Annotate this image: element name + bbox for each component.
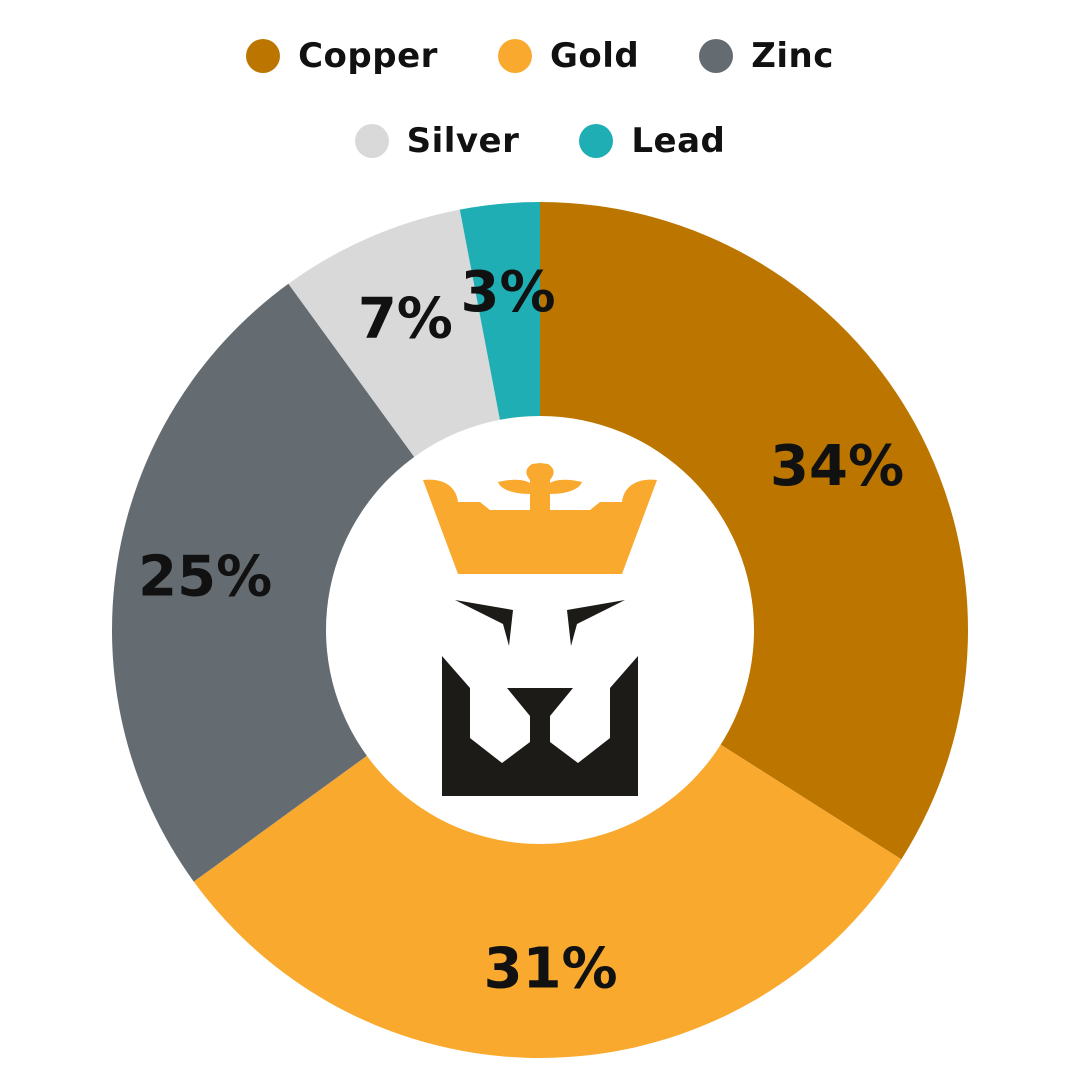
- legend-swatch-lead: [579, 124, 614, 158]
- data-label-gold: 31%: [484, 936, 618, 1001]
- legend-row-2: Silver Lead: [0, 121, 1080, 161]
- data-label-group: 34% 31% 25% 7% 3%: [138, 260, 904, 1001]
- data-label-silver: 7%: [358, 286, 453, 351]
- data-label-lead: 3%: [461, 260, 556, 325]
- legend-item-copper: Copper: [246, 36, 438, 76]
- left-eye-icon: [455, 600, 513, 646]
- legend-swatch-copper: [246, 39, 281, 73]
- right-eye-icon: [567, 600, 625, 646]
- crowned-lion-logo-icon: [423, 463, 657, 796]
- data-label-zinc: 25%: [138, 544, 272, 609]
- slice-zinc: [112, 283, 541, 882]
- legend-item-silver: Silver: [354, 121, 520, 161]
- lion-face-icon: [442, 656, 638, 796]
- legend-label-copper: Copper: [298, 36, 438, 76]
- legend-label-silver: Silver: [406, 121, 520, 161]
- legend-row-1: Copper Gold Zinc: [0, 36, 1080, 76]
- legend-item-lead: Lead: [579, 121, 725, 161]
- legend-item-zinc: Zinc: [699, 36, 834, 76]
- donut-hole: [326, 416, 754, 844]
- slice-gold: [193, 630, 902, 1058]
- legend-label-gold: Gold: [549, 36, 640, 76]
- legend-label-lead: Lead: [631, 121, 726, 161]
- crown-icon: [423, 463, 657, 574]
- legend-swatch-gold: [497, 39, 532, 73]
- legend-swatch-zinc: [699, 39, 734, 73]
- legend-swatch-silver: [354, 124, 389, 158]
- legend-label-zinc: Zinc: [751, 36, 834, 76]
- legend-item-gold: Gold: [497, 36, 640, 76]
- data-label-copper: 34%: [770, 434, 904, 499]
